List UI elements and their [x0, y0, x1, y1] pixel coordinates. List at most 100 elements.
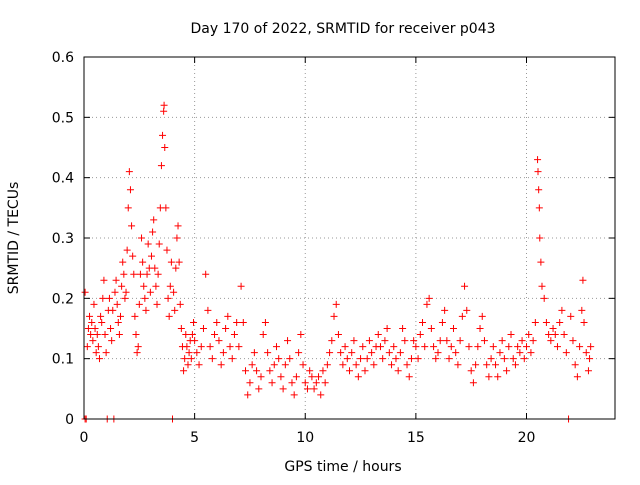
- data-point: [140, 282, 148, 290]
- x-axis-label: GPS time / hours: [284, 459, 401, 475]
- data-point: [188, 331, 196, 339]
- data-point: [578, 306, 586, 314]
- data-point: [531, 318, 539, 326]
- data-point: [93, 331, 101, 339]
- data-point: [586, 355, 594, 363]
- data-point: [573, 373, 581, 381]
- data-point: [124, 204, 132, 212]
- data-point: [465, 343, 473, 351]
- data-point: [99, 294, 107, 302]
- data-point: [133, 349, 141, 357]
- data-point: [469, 379, 477, 387]
- y-axis-label: SRMTID / TECUs: [6, 182, 22, 295]
- data-point: [430, 343, 438, 351]
- data-point: [436, 337, 444, 345]
- data-point: [119, 258, 127, 266]
- data-point: [412, 343, 420, 351]
- data-point: [224, 312, 232, 320]
- y-tick-label: 0.2: [52, 291, 74, 307]
- data-point: [549, 325, 557, 332]
- data-point: [445, 355, 453, 363]
- data-point: [190, 318, 198, 326]
- y-tick-label: 0.4: [52, 171, 74, 187]
- data-point: [111, 288, 119, 296]
- data-point: [518, 337, 526, 345]
- data-point: [107, 325, 115, 332]
- data-point: [268, 379, 276, 387]
- data-point: [115, 331, 123, 339]
- data-point: [185, 349, 193, 357]
- data-point: [368, 349, 376, 357]
- data-point: [498, 337, 506, 345]
- data-point: [363, 355, 371, 363]
- data-point: [527, 349, 535, 357]
- data-point: [255, 385, 263, 393]
- data-point: [90, 300, 98, 308]
- data-point: [571, 361, 579, 369]
- data-point: [97, 312, 105, 320]
- data-point: [542, 318, 550, 326]
- data-point: [399, 325, 407, 332]
- data-point: [357, 355, 365, 363]
- y-tick-label: 0.3: [52, 231, 74, 247]
- data-point: [246, 379, 254, 387]
- x-tick-label: 5: [190, 430, 199, 446]
- x-tick-label: 20: [518, 430, 536, 446]
- data-point: [454, 361, 462, 369]
- data-point: [105, 294, 113, 302]
- data-point: [118, 282, 126, 290]
- data-point: [584, 367, 592, 375]
- data-point: [449, 325, 457, 332]
- data-point: [547, 337, 555, 345]
- data-point: [114, 318, 122, 326]
- data-point: [292, 373, 300, 381]
- data-point: [535, 204, 543, 212]
- data-point: [312, 379, 320, 387]
- data-point: [525, 331, 533, 339]
- data-point: [425, 294, 433, 302]
- data-point: [113, 300, 121, 308]
- data-point: [171, 306, 179, 314]
- data-point: [226, 343, 234, 351]
- data-point: [173, 234, 181, 242]
- data-point: [483, 361, 491, 369]
- data-point: [149, 228, 157, 236]
- data-point: [361, 367, 369, 375]
- data-point: [352, 361, 360, 369]
- data-point: [487, 355, 495, 363]
- data-point: [514, 343, 522, 351]
- data-point: [109, 306, 117, 314]
- data-point: [135, 300, 143, 308]
- data-point: [257, 373, 265, 381]
- data-point: [503, 367, 511, 375]
- data-point: [195, 361, 203, 369]
- data-point: [456, 337, 464, 345]
- data-point: [529, 337, 537, 345]
- data-point: [376, 343, 384, 351]
- data-point: [128, 222, 136, 230]
- data-point: [233, 318, 241, 326]
- data-point: [159, 131, 167, 139]
- data-point: [558, 306, 566, 314]
- data-point: [123, 246, 131, 254]
- data-point: [202, 270, 210, 278]
- x-tick-label: 0: [80, 430, 89, 446]
- data-point: [359, 343, 367, 351]
- data-point: [370, 361, 378, 369]
- data-point: [250, 349, 258, 357]
- data-point: [211, 331, 219, 339]
- data-point: [467, 367, 475, 375]
- data-point: [551, 331, 559, 339]
- data-point: [478, 312, 486, 320]
- data-point: [516, 349, 524, 357]
- data-point: [295, 349, 303, 357]
- data-points: [81, 101, 595, 423]
- data-point: [242, 367, 250, 375]
- data-point: [219, 349, 227, 357]
- data-point: [416, 331, 424, 339]
- data-point: [534, 168, 542, 176]
- data-point: [165, 312, 173, 320]
- data-point: [390, 343, 398, 351]
- data-point: [553, 343, 561, 351]
- data-point: [500, 355, 508, 363]
